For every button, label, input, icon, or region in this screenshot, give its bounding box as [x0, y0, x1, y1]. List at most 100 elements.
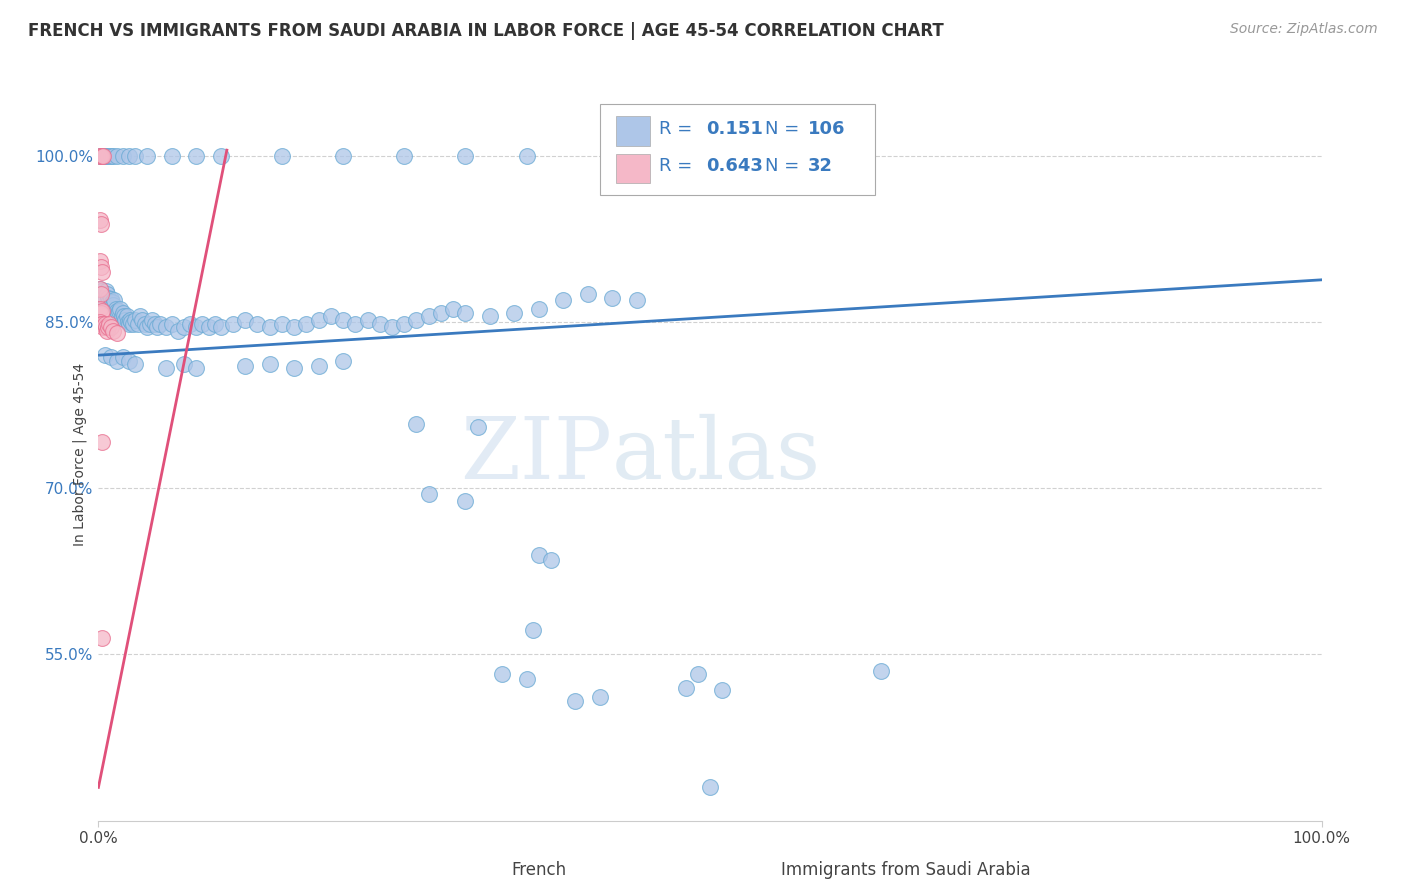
Point — [143, 317, 166, 331]
Point — [115, 310, 138, 324]
Point — [686, 667, 709, 681]
Point — [91, 149, 114, 163]
Point — [136, 320, 159, 334]
Point — [127, 317, 149, 331]
Point — [91, 149, 114, 163]
Point — [332, 353, 354, 368]
Point — [118, 149, 141, 163]
Point — [108, 303, 131, 318]
Point — [259, 357, 281, 371]
Point — [392, 317, 416, 331]
Point — [90, 306, 112, 320]
Point — [454, 149, 477, 163]
Point — [93, 317, 115, 331]
Point — [589, 690, 612, 704]
Point — [553, 293, 575, 307]
Point — [149, 317, 172, 331]
Point — [146, 320, 169, 334]
Point — [91, 320, 114, 334]
Point — [101, 149, 124, 163]
Point — [121, 317, 143, 331]
Point — [270, 149, 294, 163]
Point — [527, 301, 550, 316]
Point — [491, 667, 513, 681]
Point — [405, 417, 427, 431]
Point — [93, 348, 115, 362]
Point — [233, 312, 256, 326]
Point — [91, 149, 114, 163]
Point — [441, 301, 464, 316]
Point — [97, 291, 120, 305]
Point — [600, 291, 623, 305]
Point — [124, 357, 146, 371]
Point — [246, 317, 269, 331]
Point — [114, 312, 136, 326]
Point — [454, 306, 477, 320]
Point — [564, 694, 586, 708]
Point — [94, 149, 117, 163]
Text: 106: 106 — [808, 120, 845, 138]
Point — [89, 282, 111, 296]
Point — [197, 320, 219, 334]
Point — [699, 780, 721, 795]
Point — [98, 293, 121, 308]
Point — [503, 306, 526, 320]
Point — [308, 359, 330, 374]
Point — [332, 312, 354, 326]
Point — [186, 149, 208, 163]
Point — [91, 878, 114, 892]
Point — [91, 317, 114, 331]
Point — [105, 353, 128, 368]
Point — [96, 287, 118, 301]
Point — [90, 317, 112, 331]
Point — [90, 218, 112, 232]
Point — [110, 301, 132, 316]
Point — [100, 292, 122, 306]
Point — [100, 320, 122, 334]
Point — [576, 287, 599, 301]
Point — [91, 149, 114, 163]
Point — [155, 320, 177, 334]
Point — [100, 149, 122, 163]
Point — [155, 361, 177, 376]
Text: atlas: atlas — [612, 413, 821, 497]
FancyBboxPatch shape — [616, 116, 650, 145]
Text: R =: R = — [658, 157, 692, 175]
Point — [101, 298, 124, 312]
Point — [120, 315, 142, 329]
Point — [319, 310, 342, 324]
Text: Source: ZipAtlas.com: Source: ZipAtlas.com — [1230, 22, 1378, 37]
Point — [105, 149, 128, 163]
Point — [527, 548, 550, 562]
Point — [131, 312, 153, 326]
Point — [167, 324, 190, 338]
Point — [295, 317, 318, 331]
Point — [478, 310, 501, 324]
Point — [94, 284, 117, 298]
Point — [179, 317, 201, 331]
Text: Immigrants from Saudi Arabia: Immigrants from Saudi Arabia — [780, 861, 1031, 879]
Point — [368, 317, 391, 331]
Point — [344, 317, 367, 331]
Point — [101, 324, 124, 338]
Point — [91, 434, 114, 449]
Point — [515, 149, 537, 163]
Point — [91, 631, 114, 645]
Point — [118, 353, 141, 368]
Text: N =: N = — [765, 120, 800, 138]
Point — [118, 317, 141, 331]
Point — [283, 320, 305, 334]
Point — [94, 320, 117, 334]
Point — [467, 420, 489, 434]
Point — [112, 310, 135, 324]
Point — [101, 295, 124, 310]
Point — [522, 623, 544, 637]
Text: N =: N = — [765, 157, 800, 175]
Point — [129, 310, 152, 324]
Point — [204, 317, 226, 331]
Point — [91, 291, 114, 305]
Point — [96, 324, 118, 338]
Point — [97, 320, 120, 334]
Point — [381, 320, 404, 334]
Text: 0.151: 0.151 — [706, 120, 763, 138]
